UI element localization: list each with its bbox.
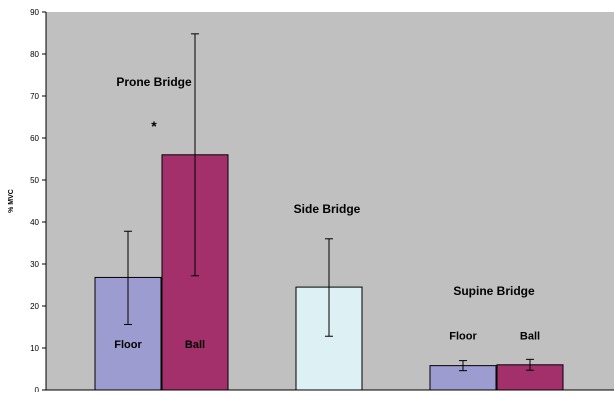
y-tick-label: 0: [35, 386, 40, 392]
bar-label: Ball: [185, 339, 205, 351]
y-tick-label: 60: [30, 134, 39, 143]
y-tick-label: 90: [30, 8, 39, 17]
bar-label: Ball: [520, 331, 540, 343]
y-tick-label: 20: [30, 302, 39, 311]
bar-label: Floor: [449, 331, 477, 343]
group-label: Supine Bridge: [453, 284, 535, 298]
y-tick-label: 80: [30, 50, 39, 59]
group-label: Side Bridge: [294, 202, 361, 216]
y-tick-label: 10: [30, 344, 39, 353]
significance-asterisk: *: [151, 118, 157, 134]
y-tick-label: 70: [30, 92, 39, 101]
y-tick-label: 50: [30, 176, 39, 185]
y-tick-label: 30: [30, 260, 39, 269]
group-label: Prone Bridge: [116, 75, 192, 89]
bar-label: Floor: [114, 339, 142, 351]
y-axis-title: % MVC: [8, 189, 15, 213]
y-tick-label: 40: [30, 218, 39, 227]
